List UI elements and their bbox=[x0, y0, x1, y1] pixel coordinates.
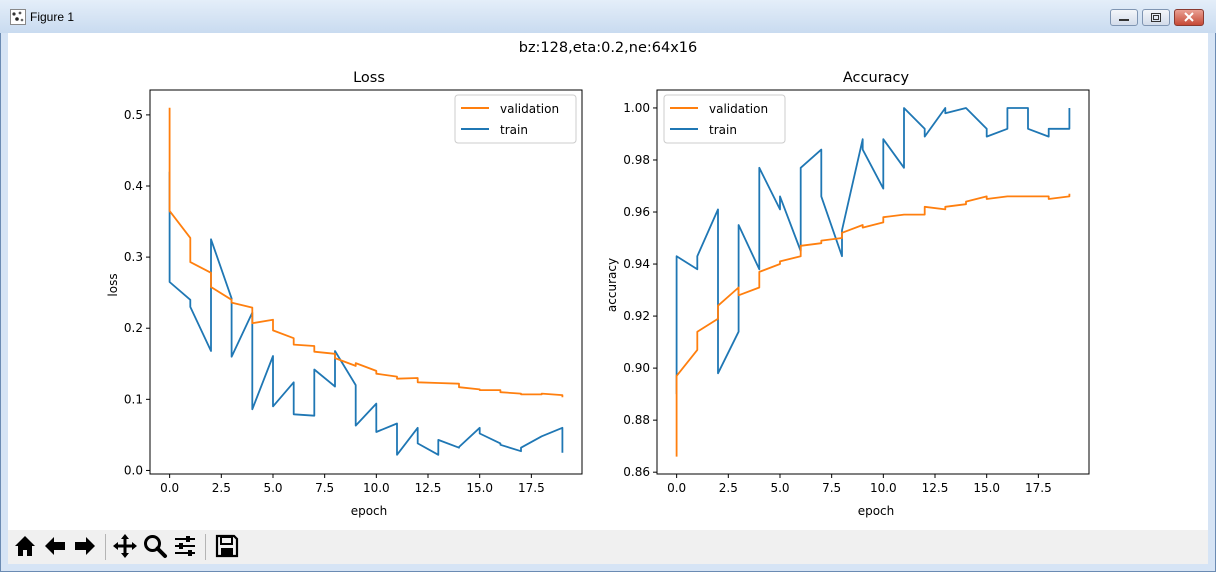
loss-series-train bbox=[168, 171, 564, 456]
restore-button[interactable] bbox=[1142, 9, 1170, 26]
accuracy-subplot: Accuracy epoch accuracy 0.0 2.5 5.0 7.5 10.0… bbox=[605, 70, 1090, 518]
accuracy-series-train bbox=[675, 107, 1071, 395]
accuracy-xtick-label: 7.5 bbox=[822, 481, 841, 495]
loss-axes-frame bbox=[149, 89, 583, 475]
home-icon[interactable] bbox=[11, 532, 39, 560]
minimize-icon bbox=[1119, 19, 1129, 21]
loss-xtick-label: 10.0 bbox=[363, 481, 390, 495]
loss-legend-validation: validation bbox=[500, 102, 559, 116]
accuracy-ylabel: accuracy bbox=[605, 258, 619, 312]
loss-ytick-label: 0.0 bbox=[124, 463, 143, 477]
figure-canvas[interactable]: bz:128,eta:0.2,ne:64x16 Loss epoch loss … bbox=[8, 33, 1208, 530]
loss-xtick-label: 0.0 bbox=[160, 481, 179, 495]
loss-ylabel: loss bbox=[106, 273, 120, 296]
loss-title: Loss bbox=[353, 70, 385, 86]
loss-ytick-label: 0.3 bbox=[124, 250, 143, 264]
accuracy-ytick-label: 0.92 bbox=[623, 309, 650, 323]
loss-lines bbox=[168, 107, 564, 456]
loss-ytick-label: 0.1 bbox=[124, 392, 143, 406]
loss-xtick-label: 17.5 bbox=[518, 481, 545, 495]
loss-ticks: 0.0 2.5 5.0 7.5 10.0 12.5 15.0 17.5 0.0 0.1 0.2 0.3… bbox=[124, 108, 545, 495]
restore-icon bbox=[1151, 13, 1161, 22]
accuracy-ytick-label: 0.88 bbox=[623, 413, 650, 427]
accuracy-legend-validation: validation bbox=[709, 102, 768, 116]
loss-ytick-label: 0.2 bbox=[124, 321, 143, 335]
accuracy-ytick-label: 0.90 bbox=[623, 361, 650, 375]
accuracy-legend: validation train bbox=[663, 94, 786, 144]
accuracy-series-validation bbox=[675, 193, 1071, 457]
toolbar-separator bbox=[205, 534, 206, 560]
loss-series-validation bbox=[168, 107, 564, 398]
accuracy-title: Accuracy bbox=[843, 70, 910, 86]
loss-xtick-label: 7.5 bbox=[315, 481, 334, 495]
loss-xtick-label: 12.5 bbox=[415, 481, 442, 495]
accuracy-xtick-label: 15.0 bbox=[973, 481, 1000, 495]
accuracy-xtick-label: 12.5 bbox=[922, 481, 949, 495]
zoom-icon[interactable] bbox=[141, 532, 169, 560]
accuracy-ytick-label: 0.96 bbox=[623, 205, 650, 219]
accuracy-xtick-label: 10.0 bbox=[870, 481, 897, 495]
loss-ytick-label: 0.4 bbox=[124, 179, 143, 193]
back-icon[interactable] bbox=[41, 532, 69, 560]
accuracy-xtick-label: 17.5 bbox=[1025, 481, 1052, 495]
navigation-toolbar bbox=[8, 530, 1208, 564]
accuracy-xtick-label: 5.0 bbox=[770, 481, 789, 495]
save-icon[interactable] bbox=[213, 532, 241, 560]
accuracy-axes-frame bbox=[656, 89, 1090, 475]
minimize-button[interactable] bbox=[1110, 9, 1138, 26]
pan-icon[interactable] bbox=[111, 532, 139, 560]
configure-icon[interactable] bbox=[171, 532, 199, 560]
accuracy-xtick-label: 0.0 bbox=[667, 481, 686, 495]
window-title: Figure 1 bbox=[30, 10, 75, 24]
figure-app-icon bbox=[10, 9, 26, 25]
close-icon bbox=[1184, 12, 1194, 22]
accuracy-xlabel: epoch bbox=[858, 504, 895, 518]
loss-ytick-label: 0.5 bbox=[124, 108, 143, 122]
accuracy-ytick-label: 0.98 bbox=[623, 153, 650, 167]
loss-xtick-label: 5.0 bbox=[263, 481, 282, 495]
accuracy-ticks: 0.0 2.5 5.0 7.5 10.0 12.5 15.0 17.5 0.86 0.88 0.90… bbox=[623, 101, 1051, 495]
figure-suptitle: bz:128,eta:0.2,ne:64x16 bbox=[519, 40, 698, 56]
forward-icon[interactable] bbox=[71, 532, 99, 560]
loss-xtick-label: 15.0 bbox=[466, 481, 493, 495]
loss-legend: validation train bbox=[454, 94, 577, 144]
loss-legend-train: train bbox=[500, 123, 528, 137]
loss-xlabel: epoch bbox=[351, 504, 388, 518]
loss-xtick-label: 2.5 bbox=[212, 481, 231, 495]
accuracy-lines bbox=[675, 107, 1071, 457]
accuracy-legend-train: train bbox=[709, 123, 737, 137]
figure-svg: bz:128,eta:0.2,ne:64x16 Loss epoch loss … bbox=[106, 40, 1090, 518]
accuracy-xtick-label: 2.5 bbox=[719, 481, 738, 495]
accuracy-ytick-label: 1.00 bbox=[623, 101, 650, 115]
accuracy-ytick-label: 0.94 bbox=[623, 257, 650, 271]
accuracy-ytick-label: 0.86 bbox=[623, 465, 650, 479]
title-bar[interactable]: Figure 1 bbox=[0, 0, 1216, 33]
loss-subplot: Loss epoch loss 0.0 2.5 5.0 7.5 10.0 12.5 15.0… bbox=[106, 70, 583, 518]
close-button[interactable] bbox=[1174, 9, 1204, 26]
toolbar-separator bbox=[105, 534, 106, 560]
